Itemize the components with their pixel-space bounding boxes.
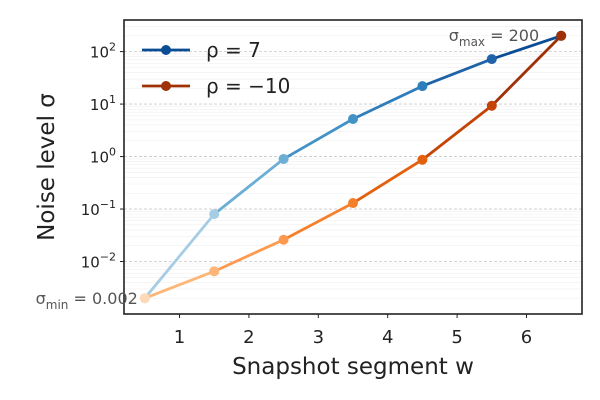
y-tick-label: 10−2: [81, 251, 116, 272]
legend-label: ρ = −10: [206, 74, 290, 98]
series-2-segment: [490, 34, 563, 108]
series-1-segment: [143, 212, 216, 300]
series-2-point: [556, 30, 567, 41]
y-axis-ticks: 10−2 10−1 100 101 102: [81, 41, 124, 272]
series-2-point: [278, 234, 289, 245]
series-1-point: [278, 153, 289, 164]
x-tick-label: 3: [313, 327, 324, 348]
plot-frame: [123, 19, 583, 315]
series-2-segment: [143, 269, 216, 300]
y-tick-label: 10−1: [81, 198, 116, 219]
series-1-point: [209, 209, 220, 220]
y-tick-label: 102: [90, 41, 116, 62]
x-axis-label: Snapshot segment w: [232, 354, 474, 380]
series-2-point: [486, 100, 497, 111]
legend-marker: [161, 81, 171, 91]
series-2-segment: [420, 104, 494, 162]
series-2-segment: [282, 201, 355, 242]
series-2-point: [348, 198, 358, 209]
series-1-segment: [420, 57, 494, 88]
x-tick-label: 2: [243, 327, 254, 348]
grid: [124, 19, 582, 315]
x-tick-label: 1: [174, 327, 185, 348]
series-2-segment: [351, 158, 424, 205]
x-tick-label: 5: [451, 327, 462, 348]
sigma-max-annotation: σmax = 200: [449, 26, 539, 49]
legend: ρ = 7 ρ = −10: [142, 38, 290, 98]
y-tick-label: 100: [90, 146, 116, 167]
y-axis-label: Noise level σ: [34, 93, 60, 241]
series-2-point: [417, 154, 428, 165]
x-axis-ticks: 1 2 3 4 5 6: [174, 314, 532, 348]
series-2-point: [139, 293, 150, 304]
series-1-segment: [490, 34, 563, 61]
legend-marker: [161, 45, 171, 55]
series-points: [139, 30, 567, 304]
y-tick-label: 101: [90, 93, 116, 114]
annotations: σmin = 0.002 σmax = 200: [36, 26, 540, 312]
series-2-point: [209, 266, 220, 277]
series-2-segment: [212, 238, 286, 273]
series-1-point: [417, 81, 428, 92]
legend-label: ρ = 7: [206, 38, 261, 62]
series-1-point: [486, 54, 497, 65]
series-1-segment: [212, 157, 286, 216]
sigma-min-annotation: σmin = 0.002: [36, 289, 138, 312]
series-1-segment: [282, 117, 355, 161]
x-tick-label: 6: [521, 327, 532, 348]
series-lines: [143, 34, 563, 300]
series-1-segment: [351, 84, 424, 121]
series-1-point: [348, 113, 358, 124]
x-tick-label: 4: [382, 327, 393, 348]
